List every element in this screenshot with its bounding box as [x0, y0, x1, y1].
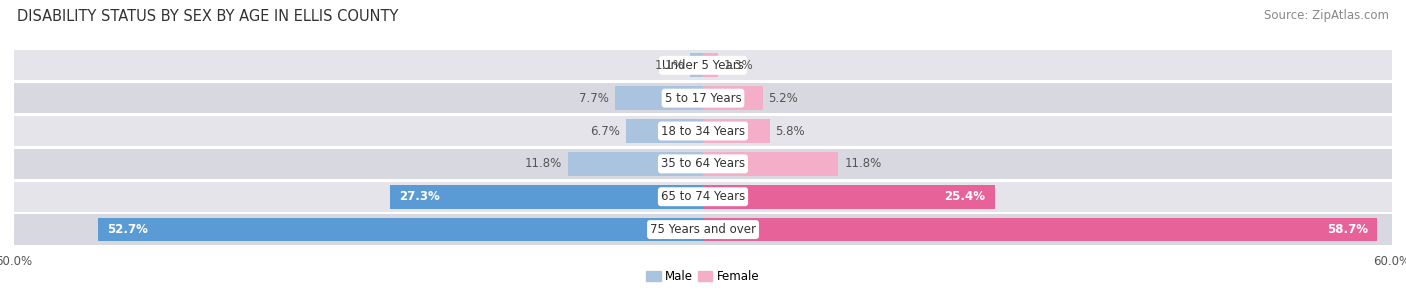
- Bar: [703, 86, 762, 110]
- Bar: [703, 116, 1392, 146]
- Legend: Male, Female: Male, Female: [641, 266, 765, 288]
- Bar: [14, 214, 703, 245]
- Bar: [703, 185, 994, 209]
- Bar: [690, 54, 703, 77]
- Bar: [14, 181, 703, 212]
- Bar: [14, 50, 703, 81]
- Bar: [703, 152, 838, 176]
- Bar: [389, 185, 703, 209]
- Text: 5 to 17 Years: 5 to 17 Years: [665, 92, 741, 105]
- Text: Source: ZipAtlas.com: Source: ZipAtlas.com: [1264, 9, 1389, 22]
- Text: 18 to 34 Years: 18 to 34 Years: [661, 125, 745, 137]
- Text: 5.8%: 5.8%: [775, 125, 806, 137]
- Text: 65 to 74 Years: 65 to 74 Years: [661, 190, 745, 203]
- Text: 52.7%: 52.7%: [107, 223, 148, 236]
- Text: 1.3%: 1.3%: [724, 59, 754, 72]
- Text: 11.8%: 11.8%: [524, 157, 562, 170]
- Bar: [14, 116, 703, 146]
- Text: 1.1%: 1.1%: [655, 59, 685, 72]
- Text: 6.7%: 6.7%: [591, 125, 620, 137]
- Text: Under 5 Years: Under 5 Years: [662, 59, 744, 72]
- Bar: [703, 218, 1376, 241]
- Text: 25.4%: 25.4%: [945, 190, 986, 203]
- Text: 5.2%: 5.2%: [769, 92, 799, 105]
- Bar: [14, 149, 703, 179]
- Bar: [568, 152, 703, 176]
- Bar: [98, 218, 703, 241]
- Bar: [703, 119, 769, 143]
- Bar: [703, 149, 1392, 179]
- Text: 7.7%: 7.7%: [579, 92, 609, 105]
- Bar: [703, 50, 1392, 81]
- Text: 11.8%: 11.8%: [844, 157, 882, 170]
- Text: 27.3%: 27.3%: [399, 190, 440, 203]
- Bar: [703, 54, 718, 77]
- Bar: [626, 119, 703, 143]
- Text: 75 Years and over: 75 Years and over: [650, 223, 756, 236]
- Bar: [614, 86, 703, 110]
- Text: 58.7%: 58.7%: [1327, 223, 1368, 236]
- Text: 35 to 64 Years: 35 to 64 Years: [661, 157, 745, 170]
- Bar: [703, 181, 1392, 212]
- Bar: [703, 83, 1392, 113]
- Bar: [703, 214, 1392, 245]
- Text: DISABILITY STATUS BY SEX BY AGE IN ELLIS COUNTY: DISABILITY STATUS BY SEX BY AGE IN ELLIS…: [17, 9, 398, 24]
- Bar: [14, 83, 703, 113]
